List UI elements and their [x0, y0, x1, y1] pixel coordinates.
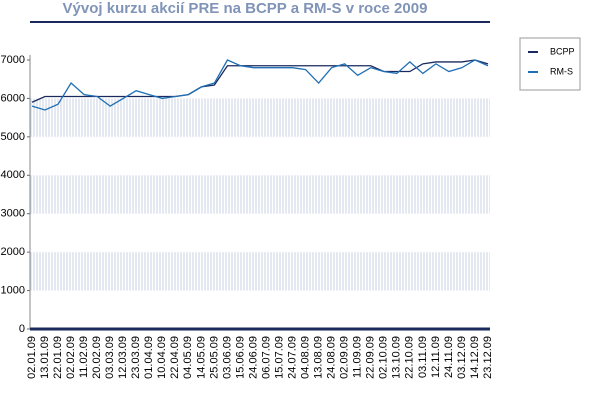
x-tick-label: 24.07.09	[286, 336, 298, 379]
x-tick-label: 13.08.09	[313, 336, 325, 379]
series-line	[31, 59, 489, 103]
y-tick-label: 6000	[1, 92, 25, 104]
x-tick-label: 15.06.09	[234, 336, 246, 379]
x-tick-label: 02.02.09	[65, 336, 77, 379]
x-tick-label: 12.11.09	[430, 336, 442, 378]
series-line	[31, 59, 489, 111]
x-tick-label: 06.07.09	[260, 336, 272, 379]
x-tick-label: 02.01.09	[26, 336, 38, 379]
legend-label: BCPP	[550, 46, 575, 56]
x-tick-label: 03.12.09	[456, 336, 468, 379]
x-tick-label: 13.01.09	[39, 336, 51, 379]
x-tick-label: 01.04.09	[143, 336, 155, 379]
legend-box	[519, 37, 581, 91]
x-tick-label: 02.09.09	[339, 336, 351, 379]
x-tick-label: 02.10.09	[378, 336, 390, 379]
x-tick-label: 22.01.09	[52, 336, 64, 379]
x-tick-label: 23.12.09	[482, 336, 494, 379]
x-tick-label: 22.10.09	[404, 336, 416, 379]
y-tick-label: 4000	[1, 169, 25, 181]
x-tick-label: 14.05.09	[195, 336, 207, 379]
x-tick-label: 03.03.09	[104, 336, 116, 379]
x-tick-label: 24.11.09	[443, 336, 455, 378]
x-tick-label: 20.02.09	[91, 336, 103, 379]
y-tick-label: 0	[19, 323, 25, 335]
x-tick-label: 03.06.09	[221, 336, 233, 379]
x-tick-label: 15.07.09	[273, 336, 285, 379]
legend-label: RM-S	[550, 66, 573, 76]
y-tick-label: 3000	[1, 208, 25, 220]
band	[30, 175, 490, 214]
y-tick-label: 1000	[1, 284, 25, 296]
x-tick-label: 22.04.09	[169, 336, 181, 379]
band	[30, 98, 490, 137]
band	[30, 252, 490, 291]
x-tick-label: 04.08.09	[300, 336, 312, 379]
x-tick-label: 13.10.09	[391, 336, 403, 379]
x-tick-label: 14.12.09	[469, 336, 481, 379]
x-tick-label: 10.04.09	[156, 336, 168, 379]
x-tick-label: 11.02.09	[78, 336, 90, 378]
y-tick-label: 5000	[1, 131, 25, 143]
x-tick-label: 24.06.09	[247, 336, 259, 379]
x-tick-label: 04.05.09	[182, 336, 194, 379]
x-tick-label: 12.03.09	[117, 336, 129, 379]
x-tick-label: 23.03.09	[130, 336, 142, 379]
x-tick-label: 03.11.09	[417, 336, 429, 378]
chart-title: Vývoj kurzu akcií PRE na BCPP a RM-S v r…	[63, 0, 428, 17]
x-tick-label: 25.05.09	[208, 336, 220, 379]
x-tick-label: 24.08.09	[326, 336, 338, 379]
y-tick-label: 2000	[1, 246, 25, 258]
x-tick-label: 22.09.09	[365, 336, 377, 379]
x-tick-label: 11.09.09	[352, 336, 364, 378]
y-tick-label: 7000	[1, 54, 25, 66]
